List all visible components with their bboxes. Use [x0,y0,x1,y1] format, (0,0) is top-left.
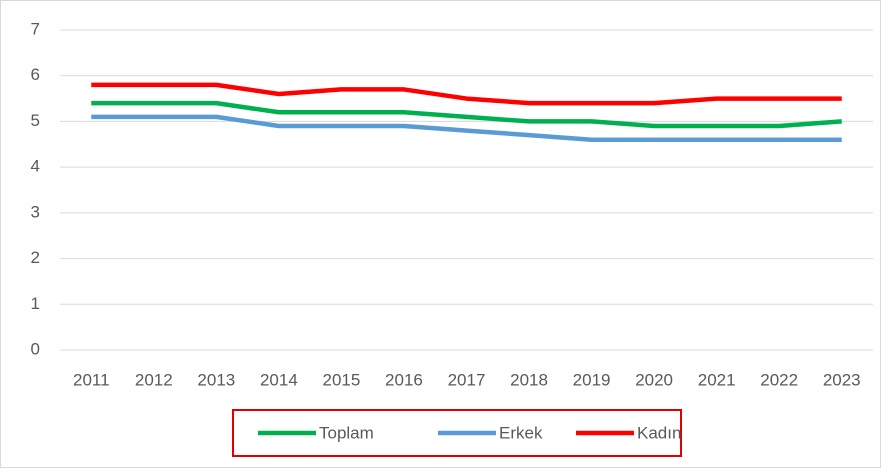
y-tick-label: 3 [31,202,40,221]
x-tick-label: 2013 [197,370,235,389]
legend-label: Toplam [319,423,374,442]
legend-label: Kadın [637,423,681,442]
y-tick-label: 2 [31,248,40,267]
x-tick-label: 2017 [448,370,486,389]
x-tick-label: 2020 [635,370,673,389]
y-tick-label: 5 [31,111,40,130]
series-line [91,100,842,129]
x-tick-label: 2011 [73,370,110,389]
y-tick-label: 7 [31,19,40,38]
y-tick-label: 6 [31,65,40,84]
x-tick-label: 2014 [260,370,298,389]
x-tick-label: 2019 [573,370,611,389]
legend-label: Erkek [499,423,543,442]
y-tick-label: 1 [31,294,40,313]
x-tick-label: 2016 [385,370,423,389]
x-tick-label: 2022 [760,370,798,389]
y-tick-label: 0 [31,339,40,358]
series-line [91,114,842,142]
x-tick-label: 2015 [323,370,361,389]
y-tick-label: 4 [31,157,40,176]
series-line [91,82,842,106]
legend-box [232,409,682,457]
x-tick-label: 2023 [823,370,861,389]
x-tick-label: 2021 [698,370,736,389]
chart-border [0,0,881,468]
x-tick-label: 2012 [135,370,173,389]
x-tick-label: 2018 [510,370,548,389]
